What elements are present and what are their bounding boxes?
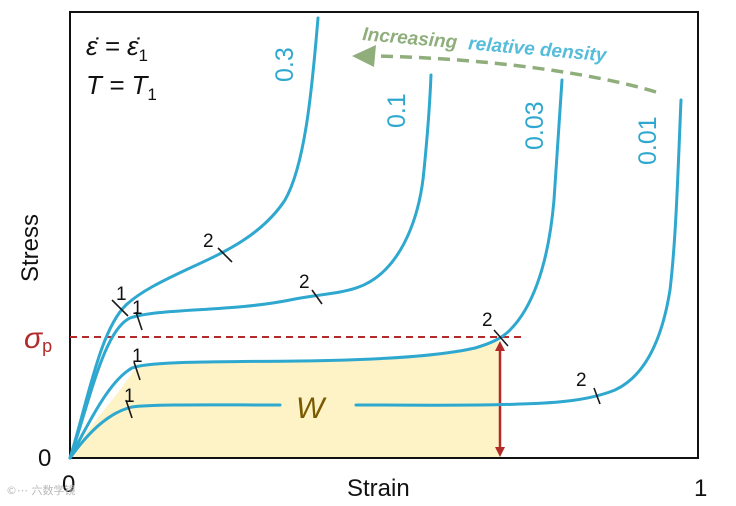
marker-tick-curve3-2: [493, 329, 509, 347]
marker-label-curve2-1: 1: [132, 298, 143, 319]
density-trend-arrow: [373, 54, 657, 94]
strain-rate-condition: ε̇ = ε̇1: [86, 31, 148, 65]
marker-label-curve4-1: 1: [124, 386, 135, 407]
marker-label-curve1-1: 1: [116, 284, 127, 305]
density-label-0-3: 0.3: [271, 47, 299, 82]
origin-y-label: 0: [38, 445, 51, 472]
sigma-p-label: σp: [24, 322, 52, 356]
marker-label-curve4-2: 2: [576, 370, 587, 391]
marker-tick-curve1-2: [217, 247, 233, 263]
x-axis-label: Strain: [347, 475, 410, 502]
energy-label: W: [296, 392, 327, 425]
curve-density-0-01-right: [354, 98, 683, 407]
curve-density-0-3: [68, 16, 320, 460]
marker-label-curve3-2: 2: [482, 310, 493, 331]
temperature-condition: T = T1: [86, 70, 157, 104]
marker-tick-curve4-2: [593, 387, 601, 405]
marker-tick-curve2-1: [135, 311, 143, 331]
marker-label-curve3-1: 1: [132, 346, 143, 367]
marker-tick-curve2-2: [311, 289, 323, 305]
curve-density-0-01: [68, 403, 282, 460]
marker-tick-curve4-1: [125, 399, 133, 419]
x-end-label: 1: [694, 475, 707, 502]
curve-density-0-1: [68, 73, 433, 460]
marker-tick-curve3-1: [133, 361, 141, 381]
y-axis-label: Stress: [17, 214, 44, 282]
density-label-0-03: 0.03: [521, 101, 549, 150]
marker-tick-curve1-1: [111, 299, 129, 317]
marker-label-curve2-2: 2: [299, 272, 310, 293]
plot-frame: [69, 11, 699, 459]
energy-area: [70, 340, 500, 458]
arrow-label: Increasing relative density: [362, 24, 609, 66]
density-trend-arrowhead: [352, 45, 376, 67]
density-label-0-1: 0.1: [383, 93, 411, 128]
curve-density-0-03: [68, 78, 564, 460]
watermark: ©⋯ 六数学镜: [6, 484, 76, 497]
marker-label-curve1-2: 2: [203, 231, 214, 252]
origin-x-label: 0: [62, 471, 75, 498]
density-label-0-01: 0.01: [634, 116, 662, 165]
